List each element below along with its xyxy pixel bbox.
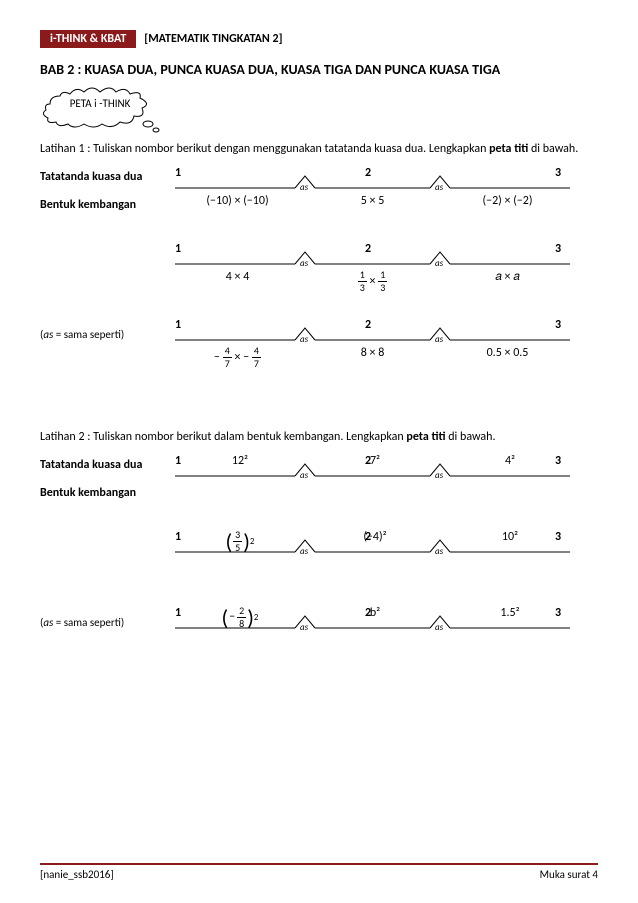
- as-note: (as = sama seperti): [40, 616, 170, 629]
- as-label: as: [300, 258, 308, 269]
- ex2-label-mid: Bentuk kembangan: [40, 486, 170, 500]
- chapter-title: BAB 2 : KUASA DUA, PUNCA KUASA DUA, KUAS…: [40, 60, 598, 80]
- cloud-label: PETA i -THINK: [40, 97, 160, 110]
- ex2-intro: Latihan 2 : Tuliskan nombor berikut dala…: [40, 428, 598, 446]
- ex1-row1: Tatatanda kuasa dua Bentuk kembangan 1 2…: [40, 170, 598, 240]
- footer: [nanie_ssb2016] Muka surat 4: [40, 863, 598, 881]
- ex2-row1: Tatatanda kuasa dua Bentuk kembangan 1 2…: [40, 458, 598, 528]
- ex2-label-top: Tatatanda kuasa dua: [40, 458, 170, 472]
- header-left: i-THINK & KBAT: [40, 30, 136, 48]
- as-label: as: [300, 546, 308, 557]
- ex2-row2: 1 2 3 352 (−4)² 10² as as: [40, 534, 598, 604]
- as-label: as: [435, 182, 443, 193]
- header-right: [MATEMATIK TINGKATAN 2]: [136, 30, 290, 48]
- cloud-icon: [40, 86, 160, 134]
- as-label: as: [300, 334, 308, 345]
- ex1-row3: (as = sama seperti) 1 2 3 − 47 × − 47 8 …: [40, 322, 598, 392]
- as-label: as: [300, 470, 308, 481]
- footer-right: Muka surat 4: [540, 868, 598, 881]
- as-label: as: [435, 470, 443, 481]
- ex1-row2: 1 2 3 4 × 4 13 × 13 𝑎 × 𝑎 as as: [40, 246, 598, 316]
- page: i-THINK & KBAT [MATEMATIK TINGKATAN 2] B…: [0, 0, 638, 903]
- as-label: as: [300, 182, 308, 193]
- ex1-intro: Latihan 1 : Tuliskan nombor berikut deng…: [40, 140, 598, 158]
- as-label: as: [300, 622, 308, 633]
- as-label: as: [435, 546, 443, 557]
- ex1-label-top: Tatatanda kuasa dua: [40, 170, 170, 184]
- header-bar: i-THINK & KBAT [MATEMATIK TINGKATAN 2]: [40, 30, 598, 48]
- as-label: as: [435, 622, 443, 633]
- footer-left: [nanie_ssb2016]: [40, 868, 114, 881]
- thought-cloud: PETA i -THINK: [40, 86, 160, 126]
- ex2-row3: (as = sama seperti) 1 2 3 −282 b² 1.5² a…: [40, 610, 598, 680]
- ex1-label-mid: Bentuk kembangan: [40, 198, 170, 212]
- as-label: as: [435, 334, 443, 345]
- as-note: (as = sama seperti): [40, 328, 170, 341]
- as-label: as: [435, 258, 443, 269]
- bridge-row: 1 2 3 (−10) × (−10) 5 × 5 (−2) × (−2) as…: [170, 170, 598, 240]
